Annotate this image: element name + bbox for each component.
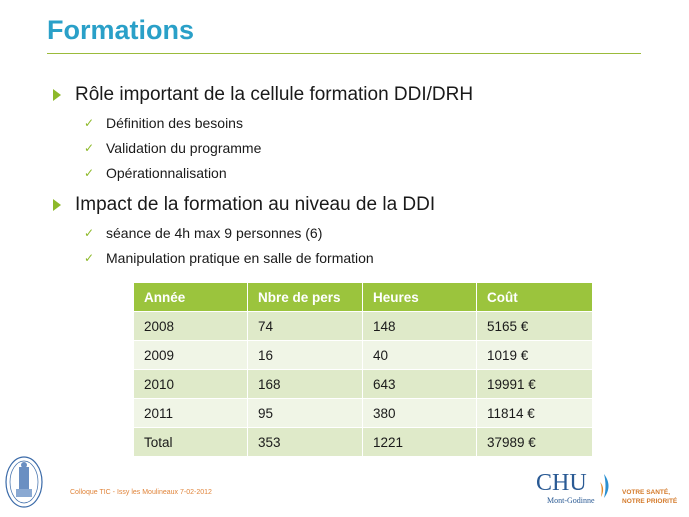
slogan-line: VOTRE SANTÉ, — [622, 489, 671, 496]
logo-slogan: VOTRE SANTÉ, NOTRE PRIORITÉ — [622, 488, 677, 506]
hospital-seal-icon — [5, 456, 43, 508]
list-item-text: Validation du programme — [106, 139, 262, 156]
section-heading: Impact de la formation au niveau de la D… — [52, 190, 652, 220]
table-cell: 11814 € — [476, 398, 593, 428]
list-item: ✓ séance de 4h max 9 personnes (6) — [52, 220, 652, 245]
check-icon: ✓ — [84, 225, 95, 240]
table-row: 2011 95 380 11814 € — [133, 398, 593, 428]
table-cell: 40 — [362, 340, 477, 370]
training-table: Année Nbre de pers Heures Coût 2008 74 1… — [133, 282, 593, 457]
table-cell: 19991 € — [476, 369, 593, 399]
table-cell: 16 — [247, 340, 363, 370]
table-cell: 643 — [362, 369, 477, 399]
table-cell: 1019 € — [476, 340, 593, 370]
table-cell: 5165 € — [476, 311, 593, 341]
section-heading-text: Impact de la formation au niveau de la D… — [75, 194, 436, 215]
column-header: Coût — [476, 282, 593, 312]
arrow-bullet-icon — [53, 199, 61, 211]
slogan-line: NOTRE PRIORITÉ — [622, 498, 678, 505]
table-cell: 168 — [247, 369, 363, 399]
list-item: ✓ Définition des besoins — [52, 110, 652, 135]
check-icon: ✓ — [84, 115, 95, 130]
list-item: ✓ Validation du programme — [52, 135, 652, 160]
table-row-total: Total 353 1221 37989 € — [133, 427, 593, 457]
table-cell: 2009 — [133, 340, 248, 370]
title-divider — [47, 53, 641, 54]
table-cell: 37989 € — [476, 427, 593, 457]
check-icon: ✓ — [84, 250, 95, 265]
table-cell: 74 — [247, 311, 363, 341]
table-cell: 148 — [362, 311, 477, 341]
bullet-list: Rôle important de la cellule formation D… — [52, 80, 652, 270]
footer-text: Colloque TIC - Issy les Moulineaux 7-02-… — [70, 489, 212, 496]
table-header-row: Année Nbre de pers Heures Coût — [133, 282, 593, 312]
column-header: Année — [133, 282, 248, 312]
table-cell: 1221 — [362, 427, 477, 457]
check-icon: ✓ — [84, 165, 95, 180]
list-item: ✓ Opérationnalisation — [52, 160, 652, 185]
table-cell: 380 — [362, 398, 477, 428]
slide-title: Formations — [47, 15, 195, 45]
chu-logo-text: CHU — [536, 470, 587, 496]
section-heading-text: Rôle important de la cellule formation D… — [75, 84, 474, 105]
column-header: Heures — [362, 282, 477, 312]
table-cell: 2011 — [133, 398, 248, 428]
logo-swoosh-icon — [600, 474, 609, 498]
table-cell: 2010 — [133, 369, 248, 399]
arrow-bullet-icon — [53, 89, 61, 101]
list-item-text: Définition des besoins — [106, 114, 243, 131]
table-cell: Total — [133, 427, 248, 457]
table-row: 2008 74 148 5165 € — [133, 311, 593, 341]
table-cell: 353 — [247, 427, 363, 457]
column-header: Nbre de pers — [247, 282, 363, 312]
check-icon: ✓ — [84, 140, 95, 155]
table-cell: 95 — [247, 398, 363, 428]
section-heading: Rôle important de la cellule formation D… — [52, 80, 652, 110]
table-row: 2009 16 40 1019 € — [133, 340, 593, 370]
list-item-text: Opérationnalisation — [106, 164, 227, 181]
table-cell: 2008 — [133, 311, 248, 341]
chu-logo-subtitle: Mont-Godinne — [547, 496, 595, 505]
list-item-text: Manipulation pratique en salle de format… — [106, 249, 374, 266]
list-item-text: séance de 4h max 9 personnes (6) — [106, 224, 323, 241]
table-row: 2010 168 643 19991 € — [133, 369, 593, 399]
list-item: ✓ Manipulation pratique en salle de form… — [52, 245, 652, 270]
